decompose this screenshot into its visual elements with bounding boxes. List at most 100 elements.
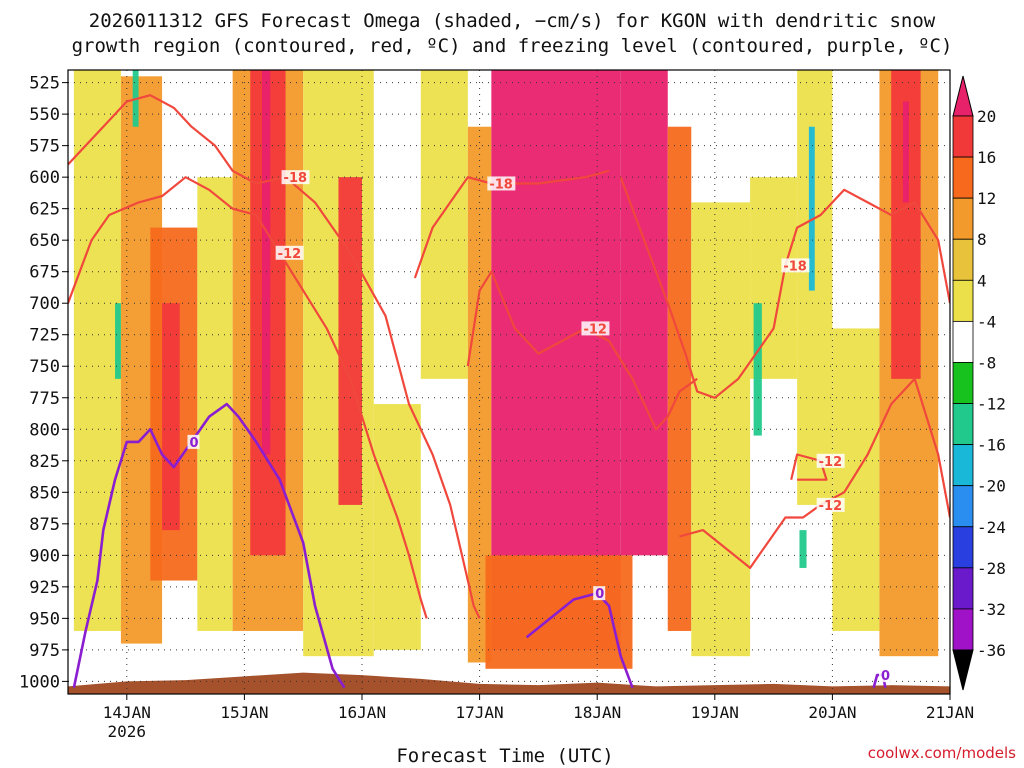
colorbar-label-10: -24 xyxy=(977,518,1006,537)
y-tick-label-825: 825 xyxy=(29,452,60,472)
y-tick-label-1000: 1000 xyxy=(19,672,60,692)
colorbar-label-3: 8 xyxy=(977,230,987,249)
colorbar-label-9: -20 xyxy=(977,477,1006,496)
freezing-contour-0 xyxy=(72,402,346,689)
omega-cell-10 xyxy=(373,404,421,650)
chart-title-line-1: 2026011312 GFS Forecast Omega (shaded, −… xyxy=(88,10,936,32)
colorbar-bin-7 xyxy=(952,403,974,446)
colorbar-bin-5 xyxy=(952,320,974,363)
omega-cell-27 xyxy=(808,126,815,291)
colorbar-label-13: -36 xyxy=(977,641,1006,660)
dgz-contour-label-0: -18 xyxy=(284,171,308,186)
y-tick-label-900: 900 xyxy=(29,546,60,566)
x-tick-label-16JAN: 16JAN xyxy=(338,703,386,722)
y-tick-label-575: 575 xyxy=(29,137,60,157)
colorbar-bin-0 xyxy=(952,115,974,158)
dgz-contour-2 xyxy=(413,169,610,279)
y-tick-label-700: 700 xyxy=(29,294,60,314)
freezing-label-bg-2 xyxy=(878,668,891,683)
colorbar-label-7: -12 xyxy=(977,395,1006,414)
y-tick-label-750: 750 xyxy=(29,357,60,377)
y-tick-label-875: 875 xyxy=(29,515,60,535)
colorbar-label-11: -28 xyxy=(977,559,1006,578)
omega-cell-28 xyxy=(799,530,807,568)
dgz-label-bg-0 xyxy=(281,170,310,185)
y-tick-label-850: 850 xyxy=(29,483,60,503)
colorbar-label-5: -4 xyxy=(977,312,996,331)
dgz-label-bg-5 xyxy=(816,497,845,512)
colorbar-bin-1 xyxy=(952,156,974,199)
dgz-contour-label-4: -18 xyxy=(783,259,807,274)
colorbar-bin-9 xyxy=(952,485,974,528)
y-tick-label-925: 925 xyxy=(29,578,60,598)
omega-cell-26 xyxy=(753,303,762,436)
freezing-contour-label-2: 0 xyxy=(881,669,890,684)
dgz-contour-label-1: -12 xyxy=(278,247,302,262)
omega-cell-20 xyxy=(832,328,880,631)
y-tick-label-950: 950 xyxy=(29,609,60,629)
freezing-label-bg-1 xyxy=(593,586,606,601)
colorbar-label-0: 20 xyxy=(977,107,996,126)
colorbar-bin-4 xyxy=(952,279,974,322)
y-tick-label-600: 600 xyxy=(29,168,60,188)
freezing-label-bg-0 xyxy=(187,434,200,449)
y-tick-label-975: 975 xyxy=(29,641,60,661)
omega-cell-17 xyxy=(691,202,751,657)
x-tick-label-14JAN: 14JAN xyxy=(103,703,151,722)
dgz-label-bg-4 xyxy=(781,258,810,273)
dgz-contour-label-5: -12 xyxy=(819,499,843,514)
colorbar-label-2: 12 xyxy=(977,189,996,208)
omega-cell-25 xyxy=(115,303,121,379)
colorbar-bin-12 xyxy=(952,608,974,651)
dgz-contour-label-2: -18 xyxy=(489,177,513,192)
x-tick-label-19JAN: 19JAN xyxy=(691,703,739,722)
colorbar-label-6: -8 xyxy=(977,353,996,372)
y-tick-label-800: 800 xyxy=(29,420,60,440)
freezing-contour-label-1: 0 xyxy=(595,587,604,602)
y-tick-label-550: 550 xyxy=(29,105,60,125)
dgz-contour-1 xyxy=(68,176,428,619)
omega-cell-7 xyxy=(262,70,271,455)
freezing-contour-label-0: 0 xyxy=(189,436,198,451)
colorbar-label-4: 4 xyxy=(977,271,987,290)
colorbar-bin-8 xyxy=(952,444,974,487)
colorbar-label-1: 16 xyxy=(977,148,996,167)
chart-title-line-2: growth region (contoured, red, ºC) and f… xyxy=(71,35,953,57)
dgz-label-bg-3 xyxy=(581,321,610,336)
y-tick-label-625: 625 xyxy=(29,200,60,220)
x-axis-title: Forecast Time (UTC) xyxy=(396,745,614,767)
x-tick-label-15JAN: 15JAN xyxy=(220,703,268,722)
omega-cell-13 xyxy=(491,70,621,650)
colorbar-label-12: -32 xyxy=(977,600,1006,619)
x-tick-label-17JAN: 17JAN xyxy=(456,703,504,722)
colorbar-bin-6 xyxy=(952,362,974,404)
omega-cell-23 xyxy=(902,101,909,203)
dgz-label-bg-1 xyxy=(275,245,304,260)
colorbar-label-8: -16 xyxy=(977,436,1006,455)
omega-cell-16 xyxy=(667,126,692,631)
y-tick-label-650: 650 xyxy=(29,231,60,251)
y-tick-label-775: 775 xyxy=(29,389,60,409)
site-credit[interactable]: coolwx.com/models xyxy=(867,744,1016,762)
colorbar-bin-3 xyxy=(952,238,974,281)
colorbar-bin-11 xyxy=(952,567,974,610)
colorbar-bin-10 xyxy=(952,526,974,569)
y-tick-label-725: 725 xyxy=(29,326,60,346)
plot-frame xyxy=(67,69,951,695)
omega-cell-11 xyxy=(420,70,468,379)
omega-cell-9 xyxy=(338,177,362,505)
dgz-contour-4 xyxy=(619,176,950,399)
y-tick-label-525: 525 xyxy=(29,74,60,94)
omega-cell-0 xyxy=(73,70,121,631)
omega-cell-15 xyxy=(620,70,668,556)
dgz-label-bg-2 xyxy=(487,176,516,191)
x-tick-label-21JAN: 21JAN xyxy=(926,703,974,722)
colorbar-bin-2 xyxy=(952,197,974,240)
dgz-contour-label-6: -12 xyxy=(819,455,843,470)
dgz-label-bg-6 xyxy=(816,453,845,468)
dgz-contour-label-3: -12 xyxy=(583,322,607,337)
omega-cell-3 xyxy=(162,303,180,531)
x-tick-label-18JAN: 18JAN xyxy=(573,703,621,722)
y-tick-label-675: 675 xyxy=(29,263,60,283)
